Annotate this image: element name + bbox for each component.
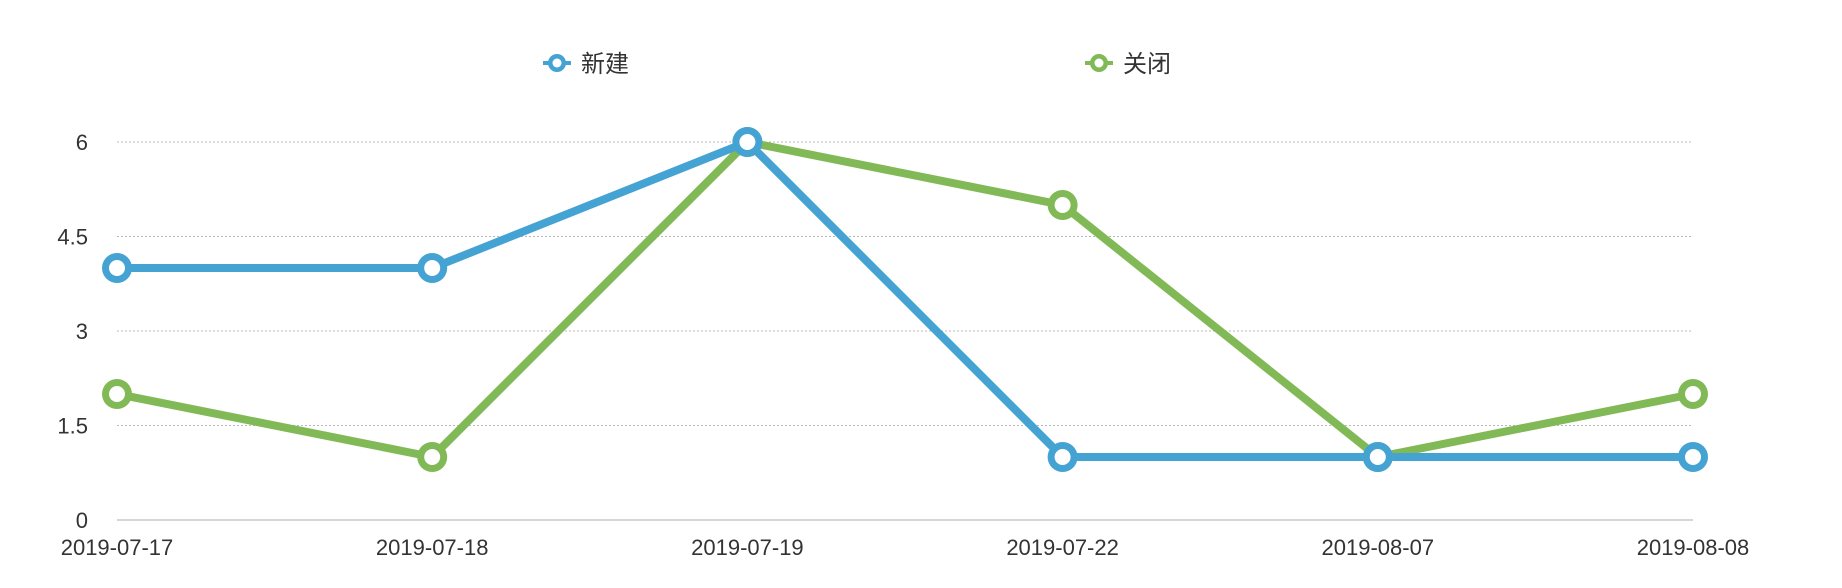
series-group xyxy=(102,127,1708,472)
x-tick-label: 2019-07-22 xyxy=(1006,535,1119,560)
y-tick-label: 3 xyxy=(76,319,88,344)
legend-marker-inner xyxy=(552,58,562,68)
y-axis: 0 1.5 3 4.5 6 xyxy=(57,130,88,533)
data-point-inner xyxy=(1054,197,1071,213)
data-point-inner xyxy=(1685,449,1701,465)
grid-lines xyxy=(117,141,1693,521)
data-point-inner xyxy=(1054,449,1071,465)
data-point-inner xyxy=(424,260,441,276)
x-axis: 2019-07-17 2019-07-18 2019-07-19 2019-07-22… xyxy=(61,535,1750,560)
data-point-inner xyxy=(1369,449,1386,465)
series-line-new xyxy=(113,138,1697,461)
legend: 新建 关闭 xyxy=(543,50,1171,78)
y-tick-label: 1.5 xyxy=(57,414,88,439)
data-point-inner xyxy=(739,134,756,150)
legend-label: 新建 xyxy=(581,50,629,78)
x-tick-label: 2019-07-19 xyxy=(691,535,804,560)
legend-item-new[interactable]: 新建 xyxy=(543,50,629,78)
legend-item-closed[interactable]: 关闭 xyxy=(1085,50,1171,78)
y-tick-label: 6 xyxy=(76,130,88,155)
data-point-inner xyxy=(1685,386,1701,402)
data-point-inner xyxy=(109,386,125,402)
x-tick-label: 2019-07-17 xyxy=(61,535,174,560)
x-tick-label: 2019-08-07 xyxy=(1322,535,1435,560)
legend-marker-inner xyxy=(1094,58,1104,68)
data-point-inner xyxy=(109,260,125,276)
y-tick-label: 4.5 xyxy=(57,225,88,250)
y-tick-label: 0 xyxy=(76,508,88,533)
legend-label: 关闭 xyxy=(1123,50,1171,78)
data-point-inner xyxy=(424,449,441,465)
x-tick-label: 2019-08-08 xyxy=(1637,535,1750,560)
x-tick-label: 2019-07-18 xyxy=(376,535,489,560)
series-line-closed xyxy=(113,138,1697,461)
